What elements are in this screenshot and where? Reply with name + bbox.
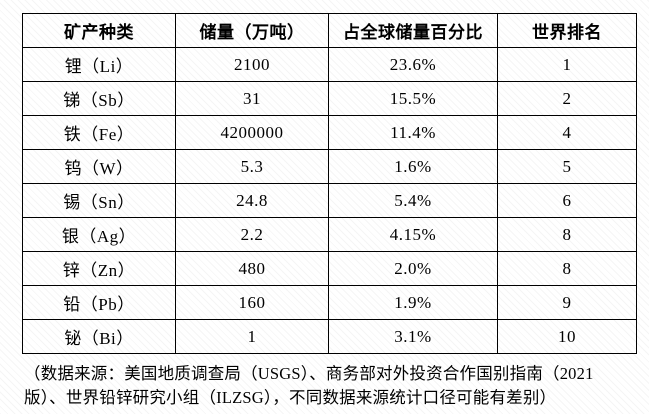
header-world-rank: 世界排名: [497, 13, 637, 48]
table-cell: 8: [497, 217, 637, 252]
header-reserves: 储量（万吨）: [175, 13, 329, 48]
minerals-table: 矿产种类 储量（万吨） 占全球储量百分比 世界排名 锂（Li） 2100 23.6%…: [22, 13, 637, 354]
table-cell: 5.4%: [328, 183, 498, 218]
table-cell: 3.1%: [328, 319, 498, 354]
table-row: 锌（Zn） 480 2.0% 8: [22, 251, 637, 286]
table-cell: 铅（Pb）: [22, 285, 176, 320]
table-cell: 2100: [175, 47, 329, 82]
table-row: 锡（Sn） 24.8 5.4% 6: [22, 183, 637, 218]
table-cell: 锑（Sb）: [22, 81, 176, 116]
table-cell: 钨（W）: [22, 149, 176, 184]
table-cell: 1.6%: [328, 149, 498, 184]
table-cell: 23.6%: [328, 47, 498, 82]
table-cell: 8: [497, 251, 637, 286]
table-cell: 9: [497, 285, 637, 320]
table-row: 铁（Fe） 4200000 11.4% 4: [22, 115, 637, 150]
table-cell: 铁（Fe）: [22, 115, 176, 150]
table-cell: 160: [175, 285, 329, 320]
footnote: （数据来源：美国地质调查局（USGS）、商务部对外投资合作国别指南（2021 版…: [24, 364, 594, 407]
table-cell: 2: [497, 81, 637, 116]
table-cell: 6: [497, 183, 637, 218]
table-cell: 1: [175, 319, 329, 354]
table-cell: 5: [497, 149, 637, 184]
table-cell: 铋（Bi）: [22, 319, 176, 354]
table-body: 锂（Li） 2100 23.6% 1 锑（Sb） 31 15.5% 2 铁（Fe） 4200000…: [22, 47, 637, 354]
table-cell: 1.9%: [328, 285, 498, 320]
table-cell: 锌（Zn）: [22, 251, 176, 286]
table-cell: 31: [175, 81, 329, 116]
table-row: 铅（Pb） 160 1.9% 9: [22, 285, 637, 320]
table-cell: 1: [497, 47, 637, 82]
table-row: 锑（Sb） 31 15.5% 2: [22, 81, 637, 116]
table-cell: 5.3: [175, 149, 329, 184]
table-cell: 4.15%: [328, 217, 498, 252]
table-row: 银（Ag） 2.2 4.15% 8: [22, 217, 637, 252]
table-cell: 4200000: [175, 115, 329, 150]
table-cell: 2.0%: [328, 251, 498, 286]
table-cell: 4: [497, 115, 637, 150]
table-cell: 锂（Li）: [22, 47, 176, 82]
table-cell: 24.8: [175, 183, 329, 218]
table-cell: 2.2: [175, 217, 329, 252]
table-cell: 银（Ag）: [22, 217, 176, 252]
table-cell: 15.5%: [328, 81, 498, 116]
table-row: 锂（Li） 2100 23.6% 1: [22, 47, 637, 82]
table-row: 钨（W） 5.3 1.6% 5: [22, 149, 637, 184]
header-mineral-type: 矿产种类: [22, 13, 176, 48]
table-cell: 10: [497, 319, 637, 354]
header-global-share: 占全球储量百分比: [328, 13, 498, 48]
table-row: 铋（Bi） 1 3.1% 10: [22, 319, 637, 354]
table-cell: 11.4%: [328, 115, 498, 150]
header-row: 矿产种类 储量（万吨） 占全球储量百分比 世界排名: [22, 13, 637, 48]
table-cell: 480: [175, 251, 329, 286]
table-cell: 锡（Sn）: [22, 183, 176, 218]
